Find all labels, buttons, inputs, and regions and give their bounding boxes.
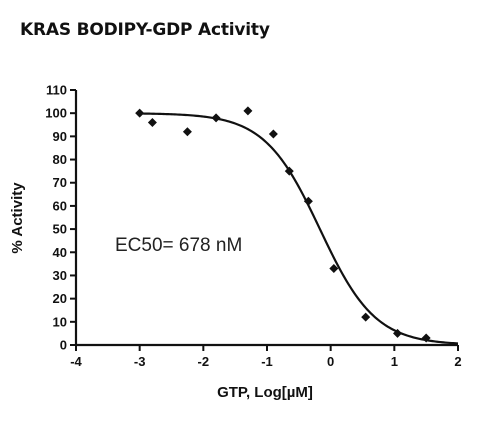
x-tick-label: -2 — [198, 354, 210, 369]
data-point — [268, 129, 278, 139]
fit-curve — [139, 112, 459, 345]
data-point — [182, 127, 192, 137]
y-tick-label: 60 — [53, 198, 67, 213]
x-axis-label: GTP, Log[µM] — [217, 384, 313, 401]
data-point — [329, 264, 339, 273]
data-points-layer — [135, 106, 431, 343]
x-tick-label: 2 — [454, 354, 461, 369]
data-point — [135, 108, 145, 118]
x-tick-label: 1 — [391, 354, 398, 369]
y-tick-label: 100 — [45, 106, 67, 121]
y-tick-label: 30 — [53, 268, 67, 283]
data-point — [421, 333, 431, 343]
y-axis-label: % Activity — [9, 182, 26, 254]
data-point — [303, 196, 313, 206]
data-point — [361, 312, 371, 322]
y-tick-label: 50 — [53, 222, 67, 237]
y-tick-label: 40 — [53, 245, 67, 260]
y-tick-label: 20 — [53, 291, 67, 306]
data-point — [147, 117, 157, 127]
y-tick-label: 110 — [46, 83, 67, 98]
y-tick-label: 90 — [53, 129, 67, 144]
x-tick-label: -1 — [261, 354, 273, 369]
x-tick-label: 0 — [327, 354, 334, 369]
axes: 0 10 20 30 40 50 60 70 80 90 100 110 -4 -3 -2 -1 0 1 2 — [45, 83, 461, 370]
y-tick-label: 80 — [53, 152, 67, 167]
x-tick-label: -3 — [134, 354, 146, 369]
data-point — [211, 113, 221, 123]
y-tick-label: 0 — [60, 338, 67, 353]
fit-curve-layer — [139, 112, 459, 345]
data-point — [243, 106, 253, 116]
ec50-annotation: EC50= 678 nM — [115, 235, 242, 256]
y-tick-label: 70 — [53, 175, 67, 190]
x-tick-label: -4 — [70, 354, 82, 369]
data-point — [393, 328, 403, 338]
chart-title: KRAS BODIPY-GDP Activity — [20, 20, 270, 40]
y-tick-label: 10 — [53, 314, 67, 329]
data-point — [284, 166, 294, 176]
